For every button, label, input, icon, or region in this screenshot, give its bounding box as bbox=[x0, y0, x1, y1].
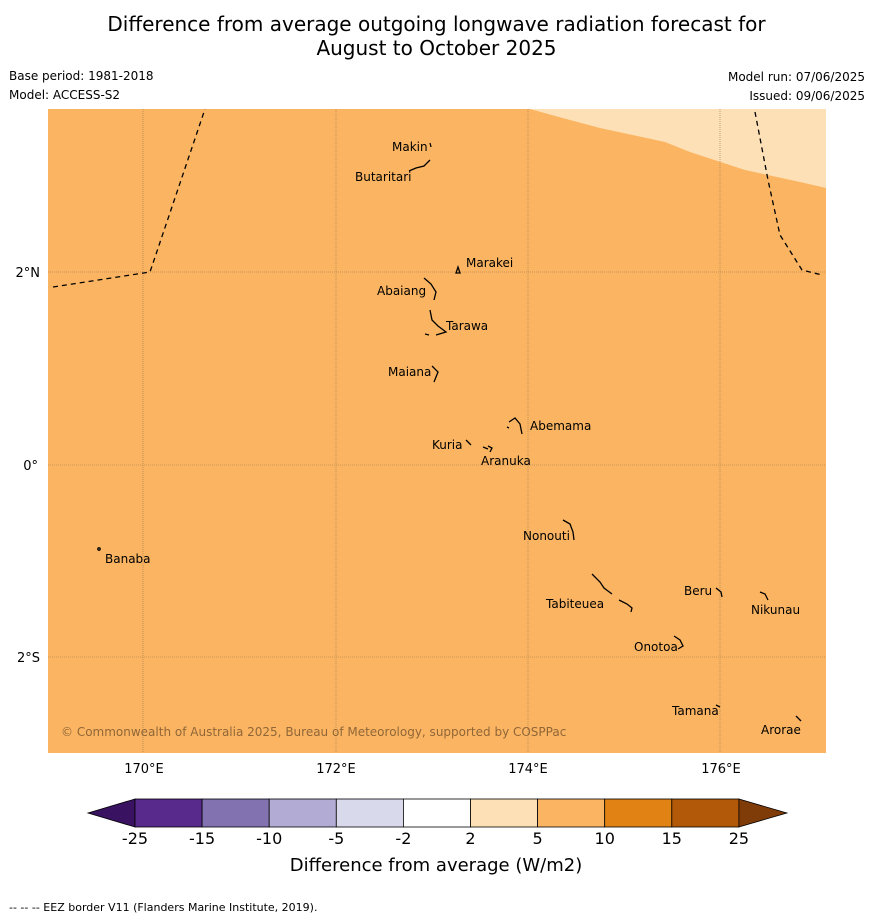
colorbar-tick-label: -5 bbox=[328, 829, 344, 848]
map-area bbox=[48, 109, 826, 753]
abemama-outline bbox=[506, 417, 523, 435]
onotoa-outline bbox=[673, 635, 684, 650]
lon-label-170e: 170°E bbox=[124, 762, 164, 777]
lat-label-2n: 2°N bbox=[16, 266, 41, 281]
tarawa-outline bbox=[424, 309, 448, 336]
island-label-aranuka: Aranuka bbox=[481, 454, 531, 468]
model-name: Model: ACCESS-S2 bbox=[9, 88, 121, 102]
colorbar-tick-label: -15 bbox=[189, 829, 215, 848]
colorbar-title: Difference from average (W/m2) bbox=[290, 855, 582, 876]
makin-outline bbox=[429, 142, 432, 148]
base-period: Base period: 1981-2018 bbox=[9, 69, 154, 83]
model-run: Model run: 07/06/2025 bbox=[727, 70, 865, 84]
banaba-outline bbox=[97, 547, 101, 551]
marakei-outline bbox=[455, 264, 461, 274]
tabiteuea-outline bbox=[591, 573, 633, 613]
colorbar-tick-label: -25 bbox=[122, 829, 148, 848]
beru-outline bbox=[715, 587, 723, 598]
issued-date: Issued: 09/06/2025 bbox=[749, 89, 865, 103]
island-label-makin: Makin bbox=[392, 140, 428, 154]
nikunau-outline bbox=[759, 591, 769, 601]
colorbar-segment bbox=[402, 798, 471, 828]
lat-label-0: 0° bbox=[23, 459, 38, 474]
aranuka-outline bbox=[482, 445, 493, 453]
colorbar-segment bbox=[537, 798, 606, 828]
island-label-butaritari: Butaritari bbox=[355, 170, 412, 184]
island-label-abaiang: Abaiang bbox=[377, 284, 426, 298]
island-label-abemama: Abemama bbox=[530, 419, 591, 433]
colorbar-tick-label: 2 bbox=[465, 829, 475, 848]
colorbar-tick-label: 10 bbox=[595, 829, 615, 848]
title-line-1: Difference from average outgoing longwav… bbox=[107, 12, 766, 36]
island-label-tarawa: Tarawa bbox=[445, 319, 488, 333]
colorbar-tick-label: -2 bbox=[395, 829, 411, 848]
lat-label-2s: 2°S bbox=[17, 651, 40, 666]
island-label-nikunau: Nikunau bbox=[751, 603, 800, 617]
colorbar-segment bbox=[604, 798, 673, 828]
lon-label-172e: 172°E bbox=[316, 762, 356, 777]
kuria-outline bbox=[465, 439, 472, 446]
lighter-anomaly-region bbox=[530, 109, 826, 188]
island-label-marakei: Marakei bbox=[466, 256, 513, 270]
chart-title: Difference from average outgoing longwav… bbox=[0, 12, 873, 60]
island-label-kuria: Kuria bbox=[432, 438, 463, 452]
island-label-nonouti: Nonouti bbox=[523, 529, 570, 543]
colorbar-segment bbox=[201, 798, 270, 828]
copyright-notice: © Commonwealth of Australia 2025, Bureau… bbox=[61, 725, 566, 739]
colorbar-segment bbox=[335, 798, 404, 828]
maiana-outline bbox=[431, 365, 439, 383]
island-label-arorae: Arorae bbox=[761, 723, 801, 737]
island-label-onotoa: Onotoa bbox=[634, 640, 678, 654]
lon-label-176e: 176°E bbox=[701, 762, 741, 777]
nonouti-outline bbox=[562, 519, 575, 541]
colorbar-extension-high bbox=[738, 798, 789, 828]
abaiang-outline bbox=[423, 277, 437, 301]
eez-border bbox=[52, 108, 823, 288]
tamana-outline bbox=[715, 704, 721, 708]
colorbar-tick-label: 25 bbox=[729, 829, 749, 848]
island-label-maiana: Maiana bbox=[388, 365, 431, 379]
colorbar-tick-label: -10 bbox=[256, 829, 282, 848]
graticule bbox=[48, 109, 826, 753]
arorae-outline bbox=[795, 715, 802, 722]
colorbar-extension-low bbox=[86, 798, 136, 828]
island-outlines bbox=[97, 142, 802, 722]
colorbar-segment bbox=[268, 798, 337, 828]
island-label-tabiteuea: Tabiteuea bbox=[545, 597, 604, 611]
footnote: -- -- -- EEZ border V11 (Flanders Marine… bbox=[9, 901, 318, 914]
colorbar: -25 -15 -10 -5 -2 2 5 10 15 25 bbox=[86, 798, 789, 848]
island-label-beru: Beru bbox=[684, 584, 712, 598]
colorbar-segment bbox=[134, 798, 203, 828]
title-line-2: August to October 2025 bbox=[316, 36, 557, 60]
colorbar-tick-label: 5 bbox=[533, 829, 543, 848]
colorbar-tick-label: 15 bbox=[662, 829, 682, 848]
island-label-tamana: Tamana bbox=[671, 704, 719, 718]
colorbar-segment bbox=[470, 798, 538, 828]
lon-label-174e: 174°E bbox=[508, 762, 548, 777]
colorbar-segment bbox=[671, 798, 740, 828]
island-label-banaba: Banaba bbox=[105, 552, 151, 566]
butaritari-outline bbox=[408, 159, 431, 172]
